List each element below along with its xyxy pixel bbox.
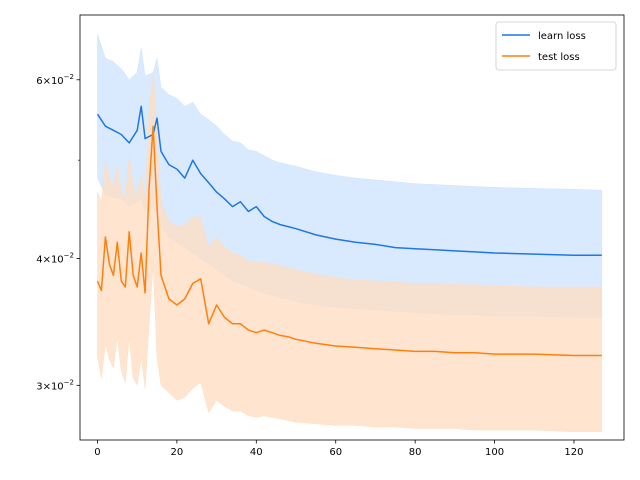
band-2 bbox=[97, 72, 603, 433]
plot-frame bbox=[79, 14, 625, 441]
legend: learn loss test loss bbox=[495, 21, 617, 71]
x-tick-label: 0 bbox=[94, 447, 100, 458]
y-axis: 3×10−2 4×10−2 6×10−2 bbox=[36, 73, 80, 392]
x-tick-label: 60 bbox=[329, 447, 342, 458]
legend-label-1: learn loss bbox=[538, 31, 586, 42]
legend-box bbox=[495, 21, 617, 71]
x-tick-label: 80 bbox=[409, 447, 422, 458]
confidence-bands bbox=[97, 34, 603, 433]
y-tick-label: 6×10−2 bbox=[36, 73, 74, 87]
y-tick-label: 3×10−2 bbox=[36, 378, 74, 392]
series-lines bbox=[96, 105, 602, 357]
legend-label-2: test loss bbox=[538, 52, 580, 63]
x-tick-label: 40 bbox=[250, 447, 263, 458]
x-tick-label: 20 bbox=[171, 447, 184, 458]
x-axis: 0 20 40 60 80 100 120 bbox=[94, 440, 584, 458]
x-tick-label: 100 bbox=[485, 447, 504, 458]
series-line-2 bbox=[96, 125, 602, 357]
x-tick-label: 120 bbox=[564, 447, 583, 458]
y-tick-label: 4×10−2 bbox=[36, 252, 74, 266]
series-line-1 bbox=[96, 105, 602, 256]
